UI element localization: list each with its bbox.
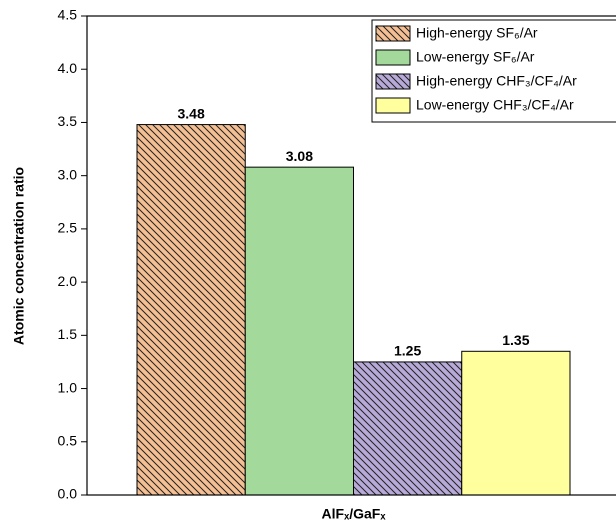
legend-swatch — [375, 73, 411, 90]
value-label: 1.35 — [502, 332, 529, 348]
value-label: 3.48 — [178, 105, 205, 121]
legend-swatch — [375, 49, 411, 66]
y-tick-label: 2.0 — [58, 273, 78, 289]
legend-label: Low-energy CHF₃/CF₄/Ar — [416, 97, 574, 113]
legend-swatch — [375, 25, 411, 42]
y-axis-label: Atomic concentration ratio — [11, 167, 27, 345]
legend-label: High-energy CHF₃/CF₄/Ar — [416, 73, 577, 89]
y-tick-label: 0.0 — [58, 486, 78, 502]
legend-label: Low-energy SF₆/Ar — [416, 49, 535, 65]
y-tick-label: 1.5 — [58, 326, 78, 342]
value-label: 1.25 — [394, 343, 421, 359]
plot-frame — [86, 15, 616, 496]
y-tick-label: 3.0 — [58, 166, 78, 182]
value-label: 3.08 — [286, 148, 313, 164]
bar — [244, 166, 354, 496]
legend: High-energy SF₆/Ar Low-energy SF₆/Ar High-… — [371, 19, 616, 123]
legend-swatch — [375, 97, 411, 114]
y-tick-label: 1.0 — [58, 379, 78, 395]
y-tick-label: 0.5 — [58, 432, 78, 448]
x-tick-label: AlFₓ/GaFₓ — [322, 506, 387, 522]
y-tick-label: 4.0 — [58, 60, 78, 76]
bar — [136, 124, 246, 496]
y-tick-label: 2.5 — [58, 220, 78, 236]
legend-label: High-energy SF₆/Ar — [416, 25, 538, 41]
bar — [353, 361, 463, 496]
legend-box — [371, 19, 616, 123]
bar — [461, 350, 571, 496]
y-tick-label: 3.5 — [58, 113, 78, 129]
y-tick-label: 4.5 — [58, 7, 78, 23]
